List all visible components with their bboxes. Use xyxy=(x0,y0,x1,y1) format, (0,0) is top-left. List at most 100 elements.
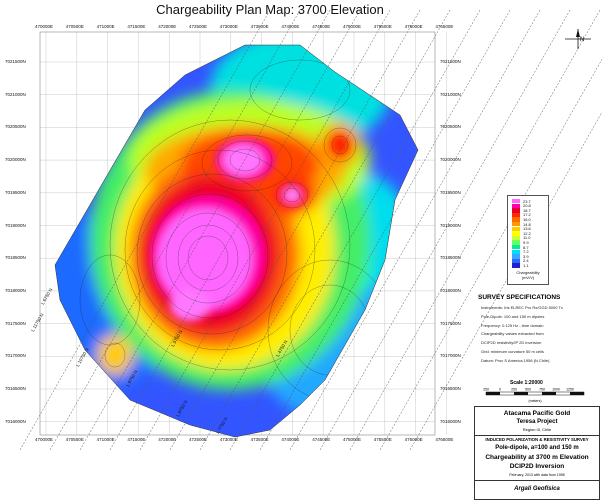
northing-label: 7019500N xyxy=(5,189,26,195)
northing-label: 7021000N xyxy=(5,91,26,97)
northing-label: 7017500N xyxy=(5,320,26,326)
legend-value: 23.7 xyxy=(523,198,531,204)
easting-label: 470500E xyxy=(65,437,84,442)
easting-label: 472500E xyxy=(189,437,208,442)
easting-label: 472500E xyxy=(189,24,208,29)
legend-unit: (mV/V) xyxy=(521,275,535,280)
legend-value: 18.7 xyxy=(523,207,531,213)
legend-swatch xyxy=(512,258,520,264)
northing-label: 7016000N xyxy=(5,418,26,424)
project-name: Teresa Project xyxy=(516,419,558,425)
northing-label: 7019500N xyxy=(440,189,461,195)
north-label: N xyxy=(580,37,584,43)
survey-specs-heading: SURVEY SPECIFICATIONS xyxy=(478,294,561,301)
easting-label: 471500E xyxy=(127,24,146,29)
legend-value: 8.7 xyxy=(523,244,529,250)
chargeability-legend: 23.7 20.8 18.7 17.2 16.0 14.8 13.6 12.2 11.0 9.9 8… xyxy=(507,195,549,285)
survey-line xyxy=(349,9,601,451)
northing-label: 7018000N xyxy=(440,287,461,293)
northing-label: 7021500N xyxy=(440,59,461,64)
legend-value: 11.0 xyxy=(523,235,531,241)
northing-label: 7021500N xyxy=(5,59,26,64)
scale-unit: (meters) xyxy=(528,399,541,403)
easting-label: 475500E xyxy=(373,24,392,29)
easting-label: 471000E xyxy=(96,437,115,442)
legend-caption: Chargeability xyxy=(516,270,540,275)
easting-label: 471500E xyxy=(127,437,146,442)
survey-line xyxy=(229,9,481,451)
easting-label: 471000E xyxy=(96,24,115,29)
legend-swatch xyxy=(512,222,520,227)
legend-value: 12.2 xyxy=(523,230,531,236)
legend-swatch xyxy=(512,226,520,231)
scale-tick: 750 xyxy=(539,388,545,392)
legend-swatch xyxy=(512,263,520,268)
title-block-divider xyxy=(475,480,599,481)
survey-line xyxy=(19,9,271,451)
survey-spec-line: Frequency: 0.125 Hz - time domain xyxy=(481,322,544,328)
northing-label: 7017500N xyxy=(440,320,461,326)
northing-label: 7021000N xyxy=(440,91,461,97)
northing-label: 7020000N xyxy=(440,157,461,163)
north-arrow-icon: N xyxy=(565,29,591,49)
legend-swatch xyxy=(512,231,520,236)
map-title: Chargeability Plan Map: 3700 Elevation xyxy=(156,2,384,17)
easting-label: 473000E xyxy=(219,437,238,442)
survey-spec-line: DCIP2D resistivity/IP 2D inversion xyxy=(481,340,542,346)
northing-label: 7016500N xyxy=(5,386,26,391)
easting-label: 474000E xyxy=(281,437,300,442)
legend-swatch xyxy=(512,240,520,245)
scale-bar: 250 0 250 500 750 1000 1250 (meters) xyxy=(483,388,585,403)
legend-swatch xyxy=(512,208,520,213)
easting-label: 472000E xyxy=(158,24,177,29)
scale-tick: 0 xyxy=(499,388,501,392)
easting-label: 470500E xyxy=(65,24,84,29)
legend-value: 2.4 xyxy=(523,258,529,264)
northing-label: 7019000N xyxy=(440,222,461,228)
survey-line xyxy=(289,9,541,451)
easting-label: 473500E xyxy=(250,24,269,29)
survey-line xyxy=(139,9,391,451)
northing-label: 7016500N xyxy=(440,386,461,391)
northing-label: 7020500N xyxy=(5,124,26,130)
scale-tick: 250 xyxy=(483,388,489,392)
legend-swatch xyxy=(512,235,520,241)
northing-label: 7019000N xyxy=(5,222,26,228)
survey-line xyxy=(259,9,511,451)
legend-value: 13.6 xyxy=(523,226,531,232)
legend-value: 7.2 xyxy=(523,249,529,255)
scale-tick: 250 xyxy=(511,388,517,392)
easting-label: 475500E xyxy=(373,437,392,442)
legend-swatch xyxy=(512,199,520,204)
legend-swatch xyxy=(512,203,520,208)
survey-line xyxy=(319,9,571,451)
legend-swatch xyxy=(512,217,520,222)
survey-spec-line: Grid: minimum curvature 50 m cells xyxy=(481,349,544,354)
legend-value: 9.9 xyxy=(523,239,529,245)
survey-spec-line: Datum: Prov S America 1956 (N Chile) xyxy=(481,357,550,363)
company-name: Atacama Pacific Gold xyxy=(503,410,571,417)
northing-label: 7018500N xyxy=(5,255,26,261)
title-block: Atacama Pacific Gold Teresa Project Regi… xyxy=(474,406,600,500)
northing-label: 7018500N xyxy=(440,255,461,261)
northing-label: 7017000N xyxy=(440,353,461,359)
inversion-name: DCIP2D Inversion xyxy=(509,463,565,470)
scale-tick: 1250 xyxy=(566,388,574,392)
scale-tick-labels: 250 0 250 500 750 1000 1250 xyxy=(483,388,574,392)
legend-value: 17.2 xyxy=(523,212,531,218)
legend-swatch xyxy=(512,245,520,250)
easting-label: 476500E xyxy=(435,437,454,442)
survey-line xyxy=(409,111,602,451)
survey-line xyxy=(169,9,421,451)
contractor-name: Argali Geofísica xyxy=(514,486,560,492)
array-spec: Pole-dipole, a=100 and 150 m xyxy=(495,445,579,451)
legend-value: 3.9 xyxy=(523,253,529,259)
scale-tick: 500 xyxy=(525,388,531,392)
legend-swatch xyxy=(512,249,520,254)
title-block-divider xyxy=(475,435,599,436)
northing-label: 7017000N xyxy=(5,353,26,359)
northing-label: 7018000N xyxy=(5,287,26,293)
chargeability-surface xyxy=(55,45,418,437)
easting-label: 472000E xyxy=(158,437,177,442)
